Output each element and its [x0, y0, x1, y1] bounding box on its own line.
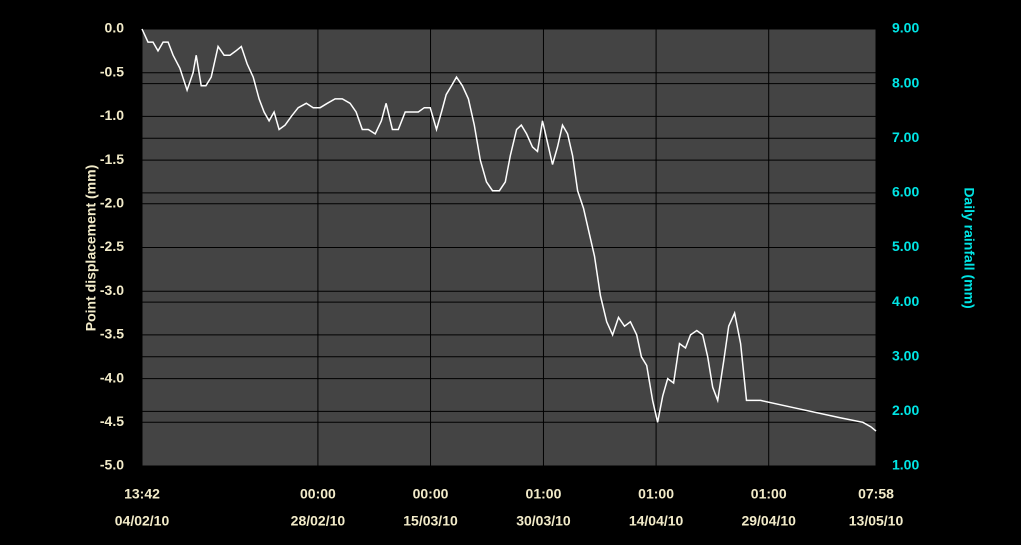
y-tick-label: -1.5 — [100, 151, 124, 167]
y-tick-label: -3.0 — [100, 282, 124, 298]
x-tick-label: 01:00 — [751, 486, 787, 502]
y2-tick-label: 9.00 — [892, 20, 919, 36]
x-tick-label: 14/04/10 — [629, 513, 684, 529]
x-tick-label: 15/03/10 — [403, 513, 458, 529]
x-tick-label: 07:58 — [858, 486, 894, 502]
x-tick-label: 00:00 — [300, 486, 336, 502]
y-tick-label: -0.5 — [100, 63, 124, 79]
y-tick-label: -2.0 — [100, 195, 124, 211]
y2-axis-label: Daily rainfall (mm) — [961, 187, 977, 308]
y2-tick-label: 3.00 — [892, 347, 919, 363]
x-tick-label: 00:00 — [413, 486, 449, 502]
x-tick-label: 30/03/10 — [516, 513, 571, 529]
y-tick-label: -2.5 — [100, 238, 124, 254]
y2-tick-label: 4.00 — [892, 293, 919, 309]
y2-tick-label: 6.00 — [892, 184, 919, 200]
x-tick-label: 13:42 — [124, 486, 160, 502]
x-tick-label: 29/04/10 — [741, 513, 796, 529]
y2-tick-label: 7.00 — [892, 129, 919, 145]
y2-tick-label: 8.00 — [892, 74, 919, 90]
y-tick-label: -1.0 — [100, 107, 124, 123]
x-tick-label: 01:00 — [526, 486, 562, 502]
y2-tick-label: 2.00 — [892, 402, 919, 418]
y-axis-label: Point displacement (mm) — [83, 165, 99, 331]
x-tick-label: 01:00 — [638, 486, 674, 502]
x-tick-label: 28/02/10 — [291, 513, 346, 529]
y-tick-label: -5.0 — [100, 457, 124, 473]
y-tick-label: 0.0 — [105, 20, 125, 36]
x-tick-label: 04/02/10 — [115, 513, 170, 529]
x-tick-label: 13/05/10 — [849, 513, 904, 529]
y2-tick-label: 5.00 — [892, 238, 919, 254]
y-tick-label: -3.5 — [100, 326, 124, 342]
y-tick-label: -4.0 — [100, 369, 124, 385]
data-line — [141, 28, 877, 432]
y-tick-label: -4.5 — [100, 413, 124, 429]
y2-tick-label: 1.00 — [892, 457, 919, 473]
